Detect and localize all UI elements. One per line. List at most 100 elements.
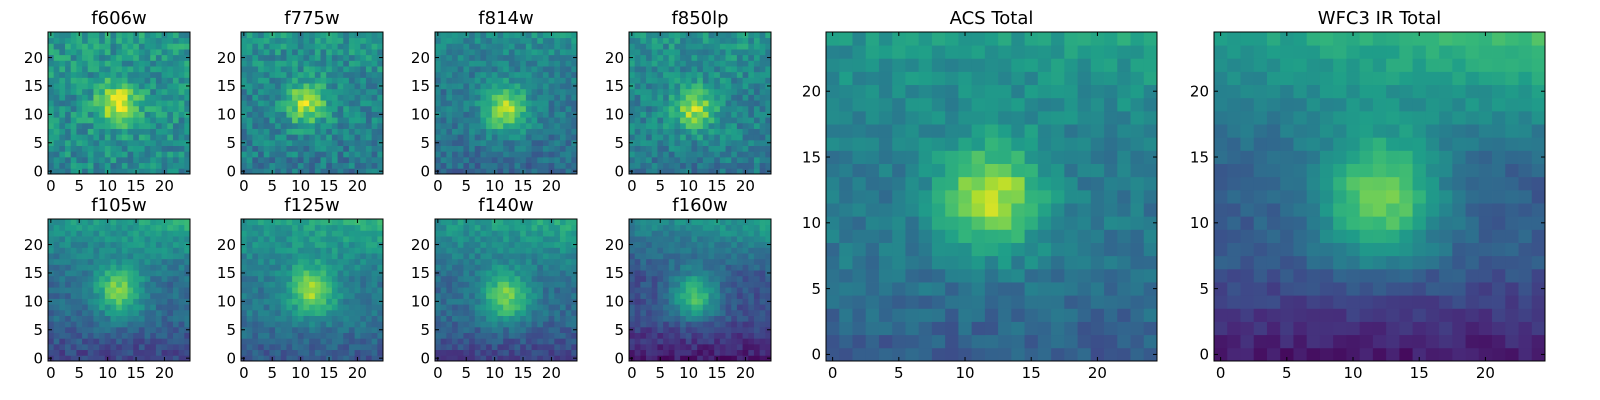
heatmap-cell <box>348 111 355 118</box>
heatmap-cell <box>491 270 498 277</box>
heatmap-cell <box>99 275 106 282</box>
heatmap-cell <box>486 111 493 118</box>
heatmap-cell <box>178 122 185 129</box>
heatmap-cell <box>331 105 338 112</box>
heatmap-cell <box>116 139 123 146</box>
heatmap-cell <box>708 281 715 288</box>
heatmap-cell <box>559 105 567 112</box>
heatmap-cell <box>759 281 766 288</box>
heatmap-cell <box>634 122 641 129</box>
heatmap-cell <box>348 83 355 90</box>
heatmap-cell <box>258 332 265 339</box>
heatmap-cell <box>440 281 447 288</box>
heatmap-cell <box>640 270 647 277</box>
heatmap-cell <box>144 94 151 101</box>
heatmap-cell <box>708 332 715 339</box>
heatmap-cell <box>542 151 549 158</box>
heatmap-cell <box>292 83 299 90</box>
heatmap-cell <box>765 49 772 56</box>
heatmap-cell <box>365 264 373 271</box>
heatmap-cell <box>474 88 481 95</box>
heatmap-cell <box>144 298 151 305</box>
heatmap-cell <box>104 162 111 169</box>
heatmap-cell <box>542 241 549 248</box>
heatmap-cell <box>178 151 185 158</box>
y-tick-label: 5 <box>614 134 624 152</box>
heatmap-cell <box>360 162 367 169</box>
heatmap-cell <box>542 315 549 322</box>
heatmap-cell <box>127 71 134 78</box>
heatmap-cell <box>258 275 265 282</box>
heatmap-cell <box>497 49 504 56</box>
heatmap-cell <box>53 281 60 288</box>
panel-title: f140w <box>478 195 533 216</box>
heatmap-cell <box>258 156 265 164</box>
heatmap-cell <box>708 304 715 311</box>
heatmap-cell <box>651 343 658 351</box>
heatmap-cell <box>127 338 134 345</box>
heatmap-cell <box>663 343 670 351</box>
heatmap-cell <box>365 253 373 260</box>
heatmap-cell <box>82 49 89 56</box>
heatmap-cell <box>286 32 293 39</box>
heatmap-cell <box>127 287 134 294</box>
heatmap-cell <box>263 128 270 135</box>
heatmap-cell <box>668 88 675 95</box>
heatmap-cell <box>252 71 259 78</box>
heatmap-cell <box>440 117 447 124</box>
heatmap-cell <box>697 326 704 333</box>
heatmap-cell <box>87 258 94 265</box>
heatmap-cell <box>542 321 549 328</box>
heatmap-cell <box>748 100 755 107</box>
heatmap-cell <box>365 230 373 237</box>
heatmap-cell <box>59 224 66 231</box>
heatmap-cell <box>474 151 481 158</box>
heatmap-cell <box>469 343 476 351</box>
heatmap-cell <box>657 105 664 112</box>
heatmap-cell <box>297 77 304 84</box>
heatmap-cell <box>326 37 333 44</box>
heatmap-cell <box>542 77 549 84</box>
heatmap-cell <box>640 145 647 152</box>
heatmap-cell <box>702 105 709 112</box>
heatmap-cell <box>377 94 384 101</box>
heatmap-cell <box>303 105 310 112</box>
heatmap-cell <box>184 343 191 351</box>
heatmap-cell <box>708 77 715 84</box>
heatmap-cell <box>297 264 304 271</box>
y-tick-label: 20 <box>217 49 236 67</box>
heatmap-cell <box>127 332 134 339</box>
heatmap-cell <box>514 71 521 78</box>
heatmap-cell <box>184 162 191 169</box>
heatmap-cell <box>469 162 476 169</box>
heatmap-cell <box>348 60 355 67</box>
heatmap-cell <box>640 88 647 95</box>
heatmap-cell <box>121 236 128 243</box>
heatmap-cell <box>474 332 481 339</box>
heatmap-cell <box>161 111 168 118</box>
heatmap-cell <box>127 49 134 56</box>
heatmap-cell <box>731 54 738 61</box>
heatmap-cell <box>714 287 721 294</box>
heatmap-cell <box>537 128 544 135</box>
heatmap-cell <box>537 258 544 265</box>
heatmap-cell <box>246 88 253 95</box>
heatmap-cell <box>371 264 378 271</box>
panel-title: f814w <box>478 8 533 29</box>
heatmap-cell <box>70 49 77 56</box>
heatmap-cell <box>697 338 704 345</box>
heatmap-cell <box>292 77 299 84</box>
heatmap-cell <box>331 270 338 277</box>
heatmap-cell <box>104 253 111 260</box>
heatmap-cell <box>725 287 732 294</box>
heatmap-cell <box>565 219 572 226</box>
heatmap-cell <box>446 60 453 67</box>
heatmap-cell <box>138 100 145 107</box>
heatmap-cell <box>263 241 270 248</box>
heatmap-cell <box>326 66 333 73</box>
heatmap-cell <box>537 105 544 112</box>
heatmap-cell <box>731 168 738 175</box>
heatmap-cell <box>127 111 134 118</box>
heatmap-cell <box>155 287 162 294</box>
heatmap-cell <box>559 264 567 271</box>
